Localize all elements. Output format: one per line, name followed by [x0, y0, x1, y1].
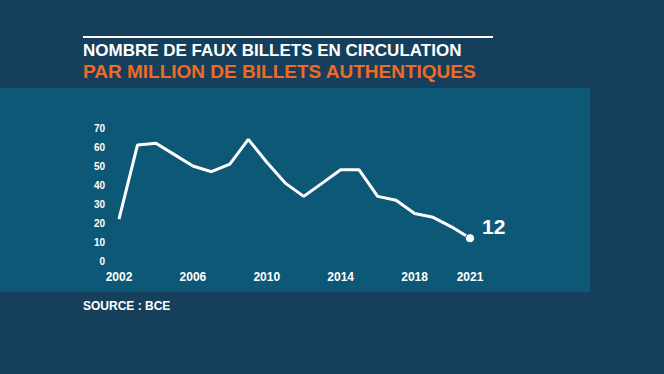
- svg-text:2002: 2002: [106, 270, 133, 284]
- svg-text:2014: 2014: [327, 270, 354, 284]
- svg-text:12: 12: [482, 215, 505, 238]
- svg-text:PAR MILLION DE BILLETS AUTHENT: PAR MILLION DE BILLETS AUTHENTIQUES: [83, 61, 476, 82]
- svg-text:50: 50: [94, 161, 106, 172]
- svg-text:70: 70: [94, 123, 106, 134]
- svg-text:20: 20: [94, 218, 106, 229]
- svg-text:40: 40: [94, 180, 106, 191]
- svg-text:2006: 2006: [180, 270, 207, 284]
- svg-text:30: 30: [94, 199, 106, 210]
- svg-text:2021: 2021: [457, 270, 484, 284]
- svg-text:60: 60: [94, 142, 106, 153]
- svg-text:2018: 2018: [401, 270, 428, 284]
- svg-text:10: 10: [94, 237, 106, 248]
- svg-text:NOMBRE DE FAUX BILLETS EN CIRC: NOMBRE DE FAUX BILLETS EN CIRCULATION: [83, 41, 461, 60]
- svg-text:0: 0: [99, 256, 105, 267]
- svg-text:SOURCE : BCE: SOURCE : BCE: [83, 299, 170, 313]
- svg-text:2010: 2010: [253, 270, 280, 284]
